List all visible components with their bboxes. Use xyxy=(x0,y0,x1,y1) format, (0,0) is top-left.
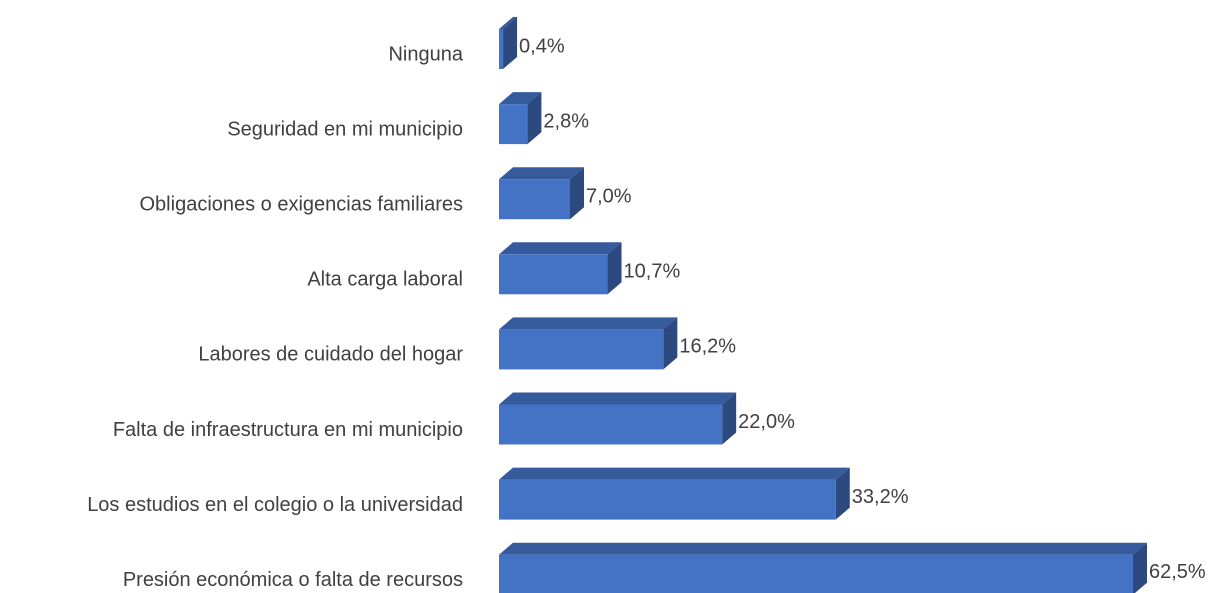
category-label: Labores de cuidado del hogar xyxy=(198,344,463,366)
bar-front xyxy=(499,254,608,295)
value-label: 2,8% xyxy=(543,110,589,132)
bar xyxy=(499,167,585,220)
category-label: Alta carga laboral xyxy=(307,269,463,291)
value-label: 16,2% xyxy=(679,336,736,358)
bar-top xyxy=(499,542,1147,555)
bar xyxy=(499,542,1147,593)
bar-side xyxy=(663,317,678,370)
bar-front xyxy=(499,404,723,445)
bar-top xyxy=(499,392,737,405)
bar-top xyxy=(499,167,585,180)
bar-top xyxy=(499,317,678,330)
category-label: Los estudios en el colegio o la universi… xyxy=(87,494,463,516)
category-label: Obligaciones o exigencias familiares xyxy=(140,193,464,215)
value-label: 7,0% xyxy=(586,185,632,207)
bar xyxy=(499,17,518,69)
bar-front xyxy=(499,179,571,220)
bar-side xyxy=(607,242,622,295)
bar-side xyxy=(527,92,542,145)
bar-top xyxy=(499,242,622,255)
bar-side xyxy=(835,467,850,520)
bar-top xyxy=(499,92,542,105)
bar-front xyxy=(499,554,1133,593)
bar xyxy=(499,317,678,370)
value-label: 33,2% xyxy=(852,486,909,508)
bar-side xyxy=(503,17,518,69)
bar xyxy=(499,242,622,295)
category-label: Ninguna xyxy=(388,43,463,65)
bar-front xyxy=(499,479,836,520)
value-label: 10,7% xyxy=(624,261,681,283)
bar-side xyxy=(1133,542,1147,593)
bar-side xyxy=(570,167,585,220)
bar-side xyxy=(722,392,737,445)
bar-top xyxy=(499,467,850,480)
category-label: Falta de infraestructura en mi municipio xyxy=(113,419,463,441)
category-label: Presión económica o falta de recursos xyxy=(123,569,463,591)
bar-front xyxy=(499,329,664,370)
value-label: 0,4% xyxy=(519,35,565,57)
bar xyxy=(499,92,542,145)
category-label: Seguridad en mi municipio xyxy=(227,118,463,140)
bar-top xyxy=(499,17,518,29)
bar-front xyxy=(499,29,504,69)
bar-front xyxy=(499,104,528,145)
value-label: 62,5% xyxy=(1149,561,1206,583)
bar xyxy=(499,392,737,445)
value-label: 22,0% xyxy=(738,411,795,433)
bar xyxy=(499,467,850,520)
